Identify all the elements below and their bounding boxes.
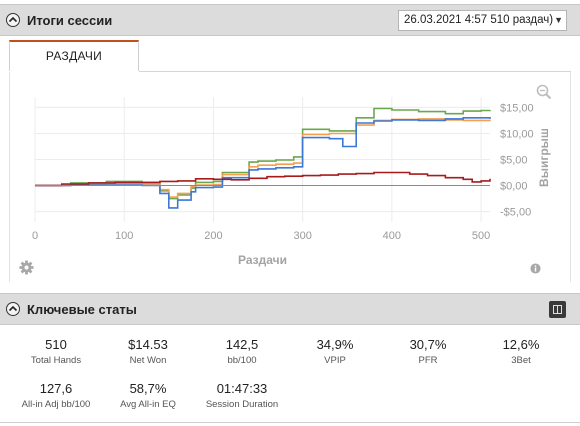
stat-net-won: $14.53 Net Won <box>100 337 196 366</box>
stat-value: 30,7% <box>409 337 447 352</box>
x-tick-label: 100 <box>115 230 133 242</box>
y-axis-label: Выигрыш <box>537 128 551 187</box>
stat-label: PFR <box>418 355 438 366</box>
y-tick-label: $0,00 <box>500 181 528 193</box>
y-tick-label: $5,00 <box>500 155 528 167</box>
session-panel-header: Итоги сессии 26.03.2021 4:57 510 раздач)… <box>0 4 580 36</box>
zoom-icon[interactable] <box>536 84 552 100</box>
stat-value: 510 <box>45 337 67 352</box>
stat-label: Net Won <box>129 355 167 366</box>
stat-value: 34,9% <box>316 337 354 352</box>
session-panel-title: Итоги сессии <box>27 13 113 28</box>
keystats-panel-title: Ключевые статы <box>27 302 137 317</box>
keystats-panel-header: Ключевые статы <box>0 293 580 325</box>
chart-area: 0 100 200 300 400 500 -$5,00 $0,00 $5,00 $10,00 $1… <box>9 72 571 282</box>
y-tick-label: $10,00 <box>500 128 534 140</box>
stat-label: All-in Adj bb/100 <box>21 399 91 410</box>
x-tick-label: 200 <box>204 230 222 242</box>
collapse-session-button[interactable] <box>6 13 20 27</box>
x-tick-label: 0 <box>32 230 38 242</box>
stat-avg-allin-eq: 58,7% Avg All-in EQ <box>100 381 196 410</box>
stat-label: 3Bet <box>511 355 531 366</box>
stat-label: VPIP <box>324 355 346 366</box>
x-tick-label: 500 <box>472 230 490 242</box>
stat-label: Total Hands <box>30 355 82 366</box>
stat-value: 142,5 <box>225 337 259 352</box>
chevron-up-icon <box>8 16 18 23</box>
stat-label: bb/100 <box>227 355 257 366</box>
chevron-down-icon: ▼ <box>554 15 563 25</box>
x-axis-label: Раздачи <box>238 253 287 267</box>
grid-view-icon[interactable] <box>549 301 566 318</box>
info-icon[interactable] <box>530 263 541 274</box>
series-line-2 <box>35 117 491 209</box>
stat-value: 127,6 <box>39 381 73 396</box>
stat-label: Avg All-in EQ <box>120 399 176 410</box>
gear-icon[interactable] <box>19 260 34 275</box>
session-select[interactable]: 26.03.2021 4:57 510 раздач) ▼ <box>398 10 567 31</box>
tab-bar: РАЗДАЧИ <box>9 40 571 72</box>
key-stats: 510 Total Hands $14.53 Net Won 142,5 bb/… <box>0 326 580 426</box>
bottom-border <box>0 422 580 423</box>
stat-value: 12,6% <box>502 337 540 352</box>
series-line-3 <box>35 171 491 187</box>
y-tick-label: $15,00 <box>500 102 534 114</box>
tab-divider <box>139 71 571 72</box>
chevron-up-icon <box>8 305 18 312</box>
x-tick-label: 300 <box>293 230 311 242</box>
stat-vpip: 34,9% VPIP <box>287 337 383 366</box>
stat-3bet: 12,6% 3Bet <box>473 337 569 366</box>
stat-session-duration: 01:47:33 Session Duration <box>194 381 290 410</box>
stat-pfr: 30,7% PFR <box>380 337 476 366</box>
stat-total-hands: 510 Total Hands <box>8 337 104 366</box>
collapse-keystats-button[interactable] <box>6 302 20 316</box>
stat-value: 58,7% <box>129 381 167 396</box>
session-select-value: 26.03.2021 4:57 510 раздач) <box>404 14 554 26</box>
stat-value: $14.53 <box>128 337 168 352</box>
y-tick-label: -$5,00 <box>500 207 531 219</box>
tab-hands[interactable]: РАЗДАЧИ <box>9 40 139 71</box>
stat-value: 01:47:33 <box>216 381 268 396</box>
x-tick-label: 400 <box>383 230 401 242</box>
stat-allin-adj-bb100: 127,6 All-in Adj bb/100 <box>8 381 104 410</box>
winnings-chart[interactable]: 0 100 200 300 400 500 -$5,00 $0,00 $5,00 $10,00 $1… <box>10 72 570 282</box>
stat-label: Session Duration <box>205 399 279 410</box>
stat-bb100: 142,5 bb/100 <box>194 337 290 366</box>
